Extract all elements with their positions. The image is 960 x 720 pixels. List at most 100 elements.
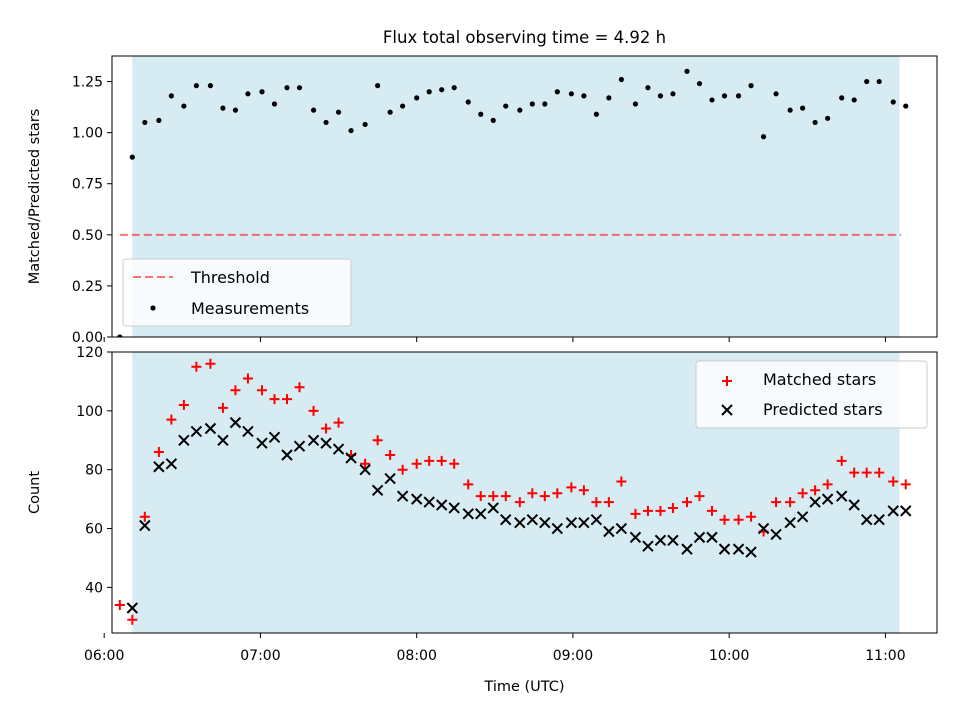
predicted-stars-point [359,463,371,476]
measurement-point [735,93,742,99]
predicted-stars-point [873,514,885,526]
matched-stars-point [682,497,692,508]
measurement-point [362,121,368,128]
measurement-point [670,91,676,97]
matched-stars-point [630,508,641,519]
matched-stars-point [178,399,189,410]
matched-stars-point [822,479,833,490]
matched-stars-point [166,414,177,425]
x-axis-label: Time (UTC) [483,679,564,695]
measurement-point [760,134,767,140]
matched-stars-point [500,491,511,502]
legend-matched-label: Matched stars [763,370,876,389]
predicted-stars-point [526,514,539,526]
y-axis-label: Matched/Predicted stars [27,109,43,285]
measurement-point [348,127,354,134]
matched-stars-point [488,491,499,502]
measurement-point [168,93,174,99]
y-tick-label: 60 [85,522,103,538]
matched-stars-point [360,458,371,469]
measurement-point [142,119,148,126]
predicted-stars-point [307,434,320,446]
measurement-point [876,78,882,85]
measurement-point [478,111,484,117]
matched-stars-point [475,491,486,502]
measurement-point [439,87,445,93]
predicted-stars-point [217,434,229,446]
axes-frame [111,55,938,338]
legend: Matched stars Predicted stars [695,360,928,429]
predicted-stars-point [242,425,254,438]
y-tick-label: 0.50 [72,228,103,244]
measurement-point [517,107,523,113]
predicted-stars-point [642,540,654,552]
predicted-stars-point [615,522,628,535]
matched-stars-point [463,479,474,490]
measurement-point [414,95,420,101]
predicted-stars-point [423,496,435,508]
matched-stars-point [667,502,678,513]
y-axis-label: Count [27,471,43,514]
matched-stars-point [514,497,525,508]
predicted-stars-point [204,422,217,435]
measurement-point [554,89,560,95]
matched-stars-point [655,505,666,516]
predicted-stars-point [745,546,757,558]
matched-stars-point [139,511,150,522]
predicted-stars-point [384,472,396,485]
measurement-point [839,95,845,101]
matched-stars-point [269,394,280,405]
measurement-point [375,83,381,89]
x-tick-label: 08:00 [397,648,437,664]
predicted-stars-point [332,443,345,455]
x-tick-label: 07:00 [240,648,280,664]
ratio-panel: 0.00 0.25 0.50 0.75 1.00 1.25 Matched/Predicte… [27,55,938,346]
predicted-stars-point [603,525,615,538]
predicted-stars-point [860,514,873,526]
measurement-point [529,101,535,107]
matched-stars-point [449,458,460,469]
measurement-point [181,103,187,109]
matched-stars-point [874,467,885,478]
measurement-point [684,68,690,74]
measurement-point [568,91,574,97]
measurement-point [632,101,639,107]
measurement-point [903,103,909,109]
matched-stars-point [719,514,730,525]
measurement-point [156,117,162,123]
legend-matched-swatch [722,376,732,386]
measurement-point [787,107,793,113]
measurement-point [310,107,317,113]
measurement-point [864,78,870,85]
legend-threshold-label: Threshold [190,268,270,287]
measurement-point [800,105,806,111]
predicted-stars-point [590,514,603,526]
measurement-point [709,97,715,103]
predicted-stars-point [256,437,268,449]
measurement-point [271,101,278,107]
matched-stars-point [411,458,422,469]
y-tick-label: 0.00 [72,330,103,346]
matched-stars-point [746,511,757,522]
measurement-point [773,91,779,97]
predicted-stars-point [410,493,423,505]
predicted-stars-point [900,505,912,517]
predicted-stars-point [268,431,281,444]
predicted-stars-point [139,519,151,532]
matched-stars-point [566,482,577,493]
y-tick-label: 0.25 [72,279,103,295]
measurement-point [890,99,896,105]
measurement-point [335,109,342,115]
predicted-stars-point [462,508,474,520]
legend-box [122,258,352,327]
x-tick-label: 10:00 [709,648,749,664]
matched-stars-point [385,449,396,460]
predicted-stars-point [551,522,564,535]
matched-stars-point [191,361,202,372]
matched-stars-point [127,614,138,625]
predicted-stars-point [693,531,706,544]
legend-predicted-label: Predicted stars [763,400,883,419]
predicted-stars-point [487,502,499,514]
matched-stars-point [114,600,125,611]
